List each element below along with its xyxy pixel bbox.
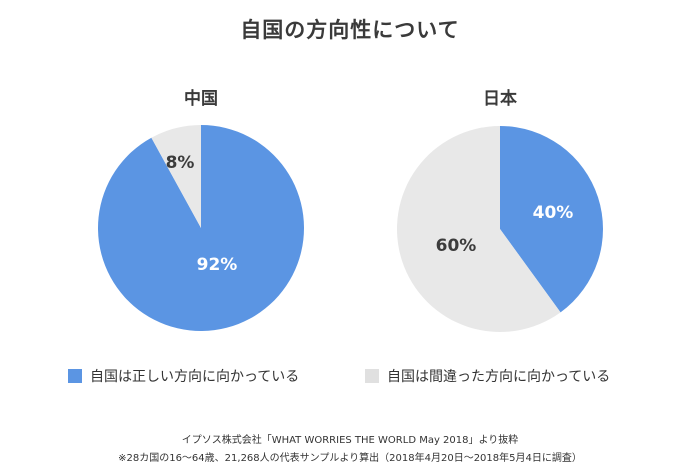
pie-china: 92% 8% [97, 125, 304, 332]
slice-china-wrong [151, 125, 201, 228]
slice-japan-wrong [397, 126, 561, 332]
slice-china-right [97, 125, 304, 332]
source-line-1: イプソス株式会社「WHAT WORRIES THE WORLD May 2018… [181, 435, 519, 446]
label-japan-40: 40% [533, 203, 574, 223]
slice-japan-right [500, 126, 603, 313]
legend-label-right: 自国は正しい方向に向かっている [90, 369, 300, 385]
legend: 自国は正しい方向に向かっている 自国は間違った方向に向かっている [68, 366, 668, 388]
label-china-92: 92% [197, 255, 238, 275]
legend-swatch-blue [68, 369, 82, 383]
chart-title: 自国の方向性について [240, 18, 460, 42]
legend-item-wrong: 自国は間違った方向に向かっている [365, 366, 610, 386]
legend-label-wrong: 自国は間違った方向に向かっている [387, 369, 611, 385]
pie-japan: 40% 60% [397, 126, 603, 332]
legend-item-right: 自国は正しい方向に向かっている [68, 366, 299, 386]
source-line-2: ※28カ国の16〜64歳、21,268人の代表サンプルより算出（2018年4月2… [118, 453, 582, 464]
pie-title-japan: 日本 [483, 89, 517, 109]
pie-title-china: 中国 [184, 89, 218, 109]
label-china-8: 8% [166, 153, 195, 173]
label-japan-60: 60% [436, 236, 477, 256]
legend-swatch-gray [365, 369, 379, 383]
